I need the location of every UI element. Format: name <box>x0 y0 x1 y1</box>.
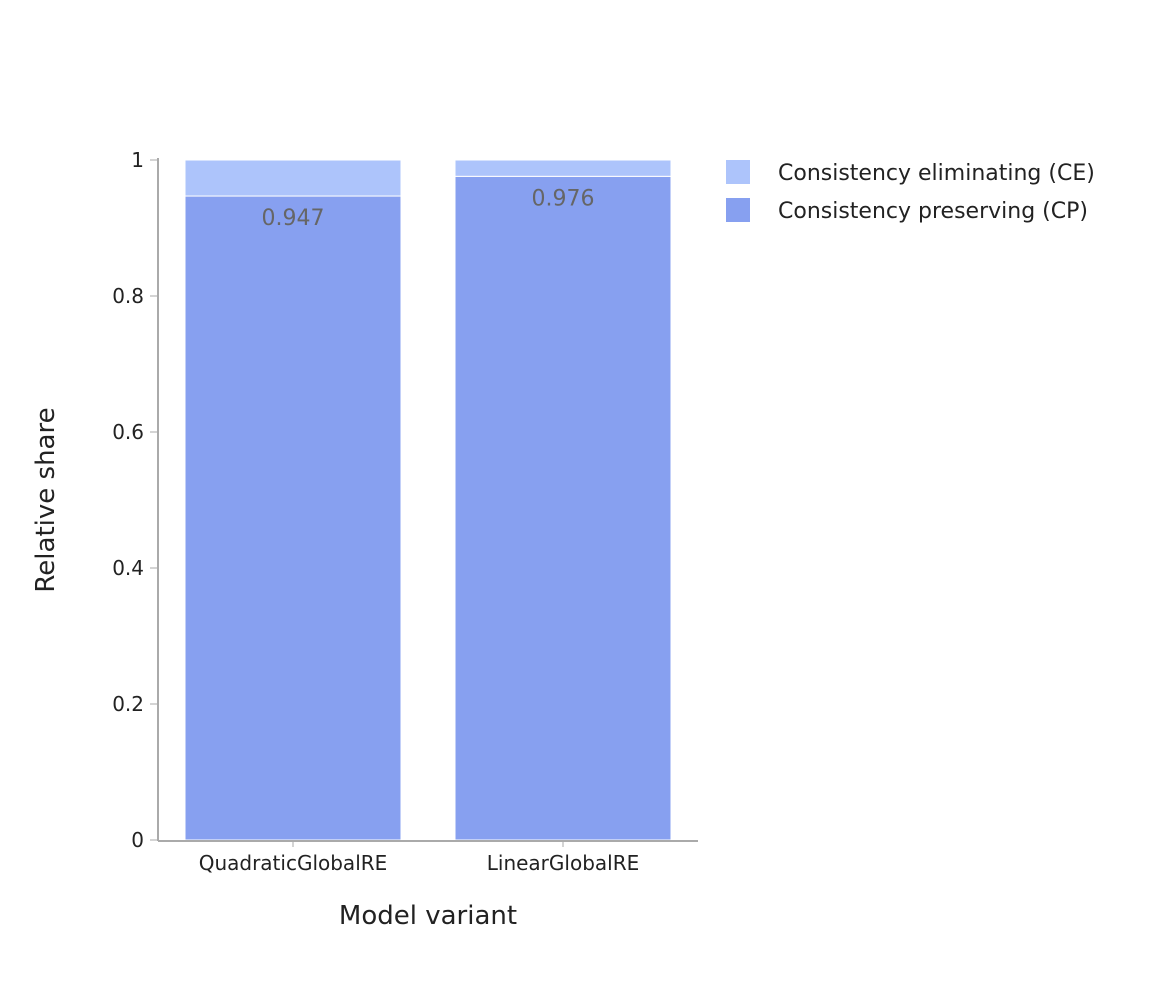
legend-label-cp: Consistency preserving (CP) <box>778 199 1088 224</box>
x-ticks-group: QuadraticGlobalRE LinearGlobalRE <box>199 841 640 875</box>
bar-ce-LinearGlobalRE <box>454 159 672 177</box>
x-tick-label-QuadraticGlobalRE: QuadraticGlobalRE <box>199 851 388 875</box>
x-tick-label-LinearGlobalRE: LinearGlobalRE <box>487 851 640 875</box>
y-tick-label-0: 0 <box>131 828 144 852</box>
legend-label-ce: Consistency eliminating (CE) <box>778 161 1095 186</box>
legend-swatch-cp <box>726 198 750 222</box>
y-ticks-group: 0 0.2 0.4 0.6 0.8 1 <box>112 148 158 852</box>
bar-cp-QuadraticGlobalRE <box>184 195 402 841</box>
legend: Consistency eliminating (CE) Consistency … <box>726 160 1095 224</box>
y-tick-label-0.8: 0.8 <box>112 284 144 308</box>
y-tick-label-0.4: 0.4 <box>112 556 144 580</box>
y-tick-label-0.6: 0.6 <box>112 420 144 444</box>
data-label-LinearGlobalRE: 0.976 <box>532 186 595 211</box>
legend-swatch-ce <box>726 160 750 184</box>
y-axis-title: Relative share <box>31 407 61 592</box>
data-labels-group: 0.947 0.976 <box>262 186 595 231</box>
x-axis-title: Model variant <box>339 901 517 931</box>
y-tick-label-0.2: 0.2 <box>112 692 144 716</box>
axes-group <box>157 158 698 842</box>
data-label-QuadraticGlobalRE: 0.947 <box>262 206 325 231</box>
bars-group <box>184 159 672 841</box>
y-tick-label-1: 1 <box>131 148 144 172</box>
bar-cp-LinearGlobalRE <box>454 175 672 841</box>
bar-ce-QuadraticGlobalRE <box>184 159 402 197</box>
